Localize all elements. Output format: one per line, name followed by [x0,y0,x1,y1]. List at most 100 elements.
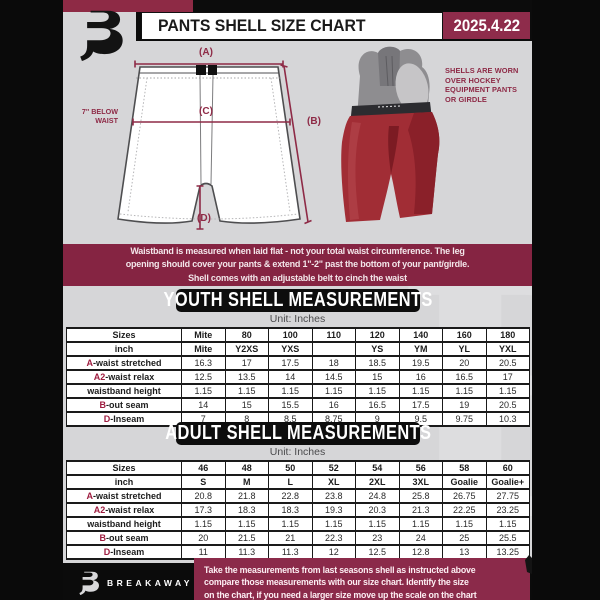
measurement-lines [132,60,312,230]
table-cell [311,341,356,357]
table-row: D-Inseam 11 11.3 11.3 12 12.5 12.8 13 13.25 [66,544,530,560]
table-cell: YM [398,341,443,357]
table-row: inch S M L XL 2XL 3XL Goalie Goalie+ [66,474,530,490]
row-label: A-waist stretched [66,488,182,504]
table-cell: 12 [311,544,356,560]
table-cell: YXS [268,341,313,357]
table-cell: 14.5 [311,369,356,385]
table-row: A2-waist relax 17.3 18.3 18.3 19.3 20.3 21.3 22… [66,502,530,518]
table-cell: 22.3 [311,530,356,546]
table-cell: Mite [181,327,226,343]
row-label-prefix: B [99,533,106,543]
page-title: PANTS SHELL SIZE CHART [158,16,366,35]
footer-brand: BREAKAWAY [77,570,193,596]
table-cell: 20 [181,530,226,546]
table-cell: YXL [485,341,530,357]
row-label: waistband height [66,383,182,399]
table-cell: 21 [268,530,313,546]
table-cell: 20.5 [485,355,530,371]
table-cell: 22.25 [442,502,487,518]
table-cell: 16.3 [181,355,226,371]
table-cell: 16.5 [355,397,400,413]
pointer-icon [525,555,532,574]
page-content: B PANTS SHELL SIZE CHART 2025.4.22 [63,0,532,600]
youth-unit-label: Unit: Inches [269,313,326,325]
row-label: Sizes [66,460,182,476]
measurements-table: Sizes Mite 80 100 110 120 140 160 180 inch Mite Y2X… [66,327,530,427]
shorts-outline [117,66,301,224]
row-label: Sizes [66,327,182,343]
table-cell: 25 [442,530,487,546]
row-label-prefix: D [103,414,111,424]
table-row: A-waist stretched 20.8 21.8 22.8 23.8 24.8 25.… [66,488,530,504]
table-cell: 18 [311,355,356,371]
row-label: D-Inseam [66,411,182,427]
youth-section-title: YOUTH SHELL MEASUREMENTS [163,289,433,311]
table-cell: 20.3 [355,502,400,518]
table-cell: 12.5 [181,369,226,385]
row-label-prefix: A2 [93,505,106,515]
table-cell: 20.8 [181,488,226,504]
row-label: waistband height [66,516,182,532]
table-cell: 11.3 [268,544,313,560]
table-cell: 1.15 [442,383,487,399]
table-cell: YS [355,341,400,357]
table-cell: 100 [268,327,313,343]
table-cell: 26.75 [442,488,487,504]
hockey-shell-photo [341,46,440,222]
table-cell: Mite [181,341,226,357]
table-cell: 140 [398,327,443,343]
table-cell: 9.75 [442,411,487,427]
table-cell: 14 [268,369,313,385]
row-label: B-out seam [66,397,182,413]
row-label: inch [66,341,182,357]
table-cell: 13 [442,544,487,560]
table-cell: 21.8 [224,488,269,504]
table-row: B-out seam 20 21.5 21 22.3 23 24 25 25.5 [66,530,530,546]
table-cell: 52 [311,460,356,476]
table-cell: 110 [311,327,356,343]
table-cell: 24 [398,530,443,546]
table-cell: 1.15 [181,383,226,399]
table-cell: 19.5 [398,355,443,371]
table-cell: 50 [268,460,313,476]
table-cell: 17 [485,369,530,385]
top-accent-strip [63,0,193,12]
table-cell: 46 [181,460,226,476]
table-cell: 58 [442,460,487,476]
brand-name: BREAKAWAY [107,578,193,588]
table-cell: 1.15 [311,383,356,399]
table-cell: 1.15 [224,383,269,399]
below-waist-label: 7'' BELOW WAIST [81,107,118,125]
table-row: waistband height 1.15 1.15 1.15 1.15 1.15 1.15… [66,516,530,532]
table-cell: YL [442,341,487,357]
youth-section-banner: YOUTH SHELL MEASUREMENTS [163,289,432,312]
table-cell: 1.15 [485,516,530,532]
date-text: 2025.4.22 [453,15,520,35]
page-title-box: PANTS SHELL SIZE CHART [141,12,443,40]
table-cell: 21.3 [398,502,443,518]
table-row: A2-waist relax 12.5 13.5 14 14.5 15 16 16.5 17 [66,369,530,385]
table-cell: 25.8 [398,488,443,504]
table-cell: 16 [398,369,443,385]
table-cell: 48 [224,460,269,476]
table-cell: 20 [442,355,487,371]
table-cell: Y2XS [224,341,269,357]
waistband-info-text: Waistband is measured when laid flat - n… [125,245,470,283]
table-row: waistband height 1.15 1.15 1.15 1.15 1.15 1.15… [66,383,530,399]
label-B: (B) [307,116,321,127]
label-D: (D) [197,213,211,224]
table-cell: Goalie [442,474,487,490]
label-A: (A) [199,47,213,58]
table-cell: 16 [311,397,356,413]
table-cell: 15 [224,397,269,413]
table-row: Sizes 46 48 50 52 54 56 58 60 [66,460,530,476]
label-C: (C) [199,106,213,117]
table-cell: 27.75 [485,488,530,504]
table-cell: 19.3 [311,502,356,518]
table-cell: 1.15 [181,516,226,532]
table-cell: 11.3 [224,544,269,560]
table-cell: 21.5 [224,530,269,546]
table-cell: 180 [485,327,530,343]
